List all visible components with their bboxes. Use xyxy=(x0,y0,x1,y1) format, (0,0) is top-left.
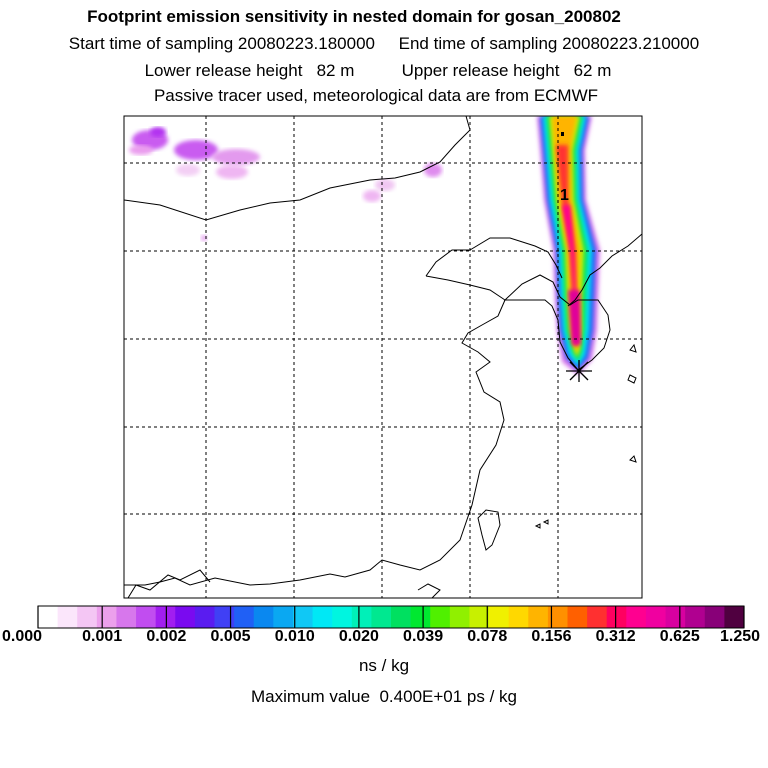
sampling-time-line: Start time of sampling 20080223.180000 E… xyxy=(68,34,700,53)
colorbar-swatch xyxy=(626,606,647,628)
colorbar-swatch xyxy=(606,606,627,628)
colorbar-tick-label: 1.250 xyxy=(719,628,761,645)
colorbar-tick-label: 0.312 xyxy=(595,628,636,645)
colorbar-swatch xyxy=(292,606,314,628)
colorbar-swatch xyxy=(332,606,353,628)
colorbar-swatch xyxy=(508,606,529,628)
map-frame xyxy=(123,115,643,599)
colorbar-swatch xyxy=(57,606,78,628)
plume-marker-label: 1 xyxy=(560,187,569,204)
graticule xyxy=(124,116,642,598)
colorbar-tick-label: 0.005 xyxy=(210,628,251,645)
release-height-line: Lower release height 82 m Upper release … xyxy=(144,61,612,80)
colorbar-swatch xyxy=(214,606,235,628)
colorbar-tick-label: 0.039 xyxy=(403,628,444,645)
colorbar-swatch xyxy=(194,606,215,628)
colorbar-swatch xyxy=(547,606,568,628)
sensitivity-patches xyxy=(129,127,442,241)
colorbar-swatch xyxy=(528,606,549,628)
colorbar-units: ns / kg xyxy=(358,656,410,675)
colorbar-swatch xyxy=(469,606,490,628)
colorbar-tick-label: 0.002 xyxy=(146,628,187,645)
colorbar-swatch xyxy=(136,606,157,628)
colorbar-swatch xyxy=(665,606,686,628)
colorbar-tick-label: 0.010 xyxy=(274,628,315,645)
colorbar-tick-label: 0.156 xyxy=(531,628,572,645)
colorbar-swatch xyxy=(38,606,59,628)
colorbar-swatch xyxy=(273,606,294,628)
colorbar-swatch xyxy=(410,606,431,628)
colorbar-swatch xyxy=(489,606,510,628)
colorbar-swatch xyxy=(77,606,98,628)
colorbar-tick-label: 0.001 xyxy=(82,628,123,645)
colorbar-swatch xyxy=(704,606,725,628)
tracer-info-line: Passive tracer used, meteorological data… xyxy=(153,86,599,105)
colorbar-swatch xyxy=(685,606,706,628)
colorbar-swatch xyxy=(96,606,117,628)
colorbar-swatch xyxy=(155,606,176,628)
map-plot-area: 1 xyxy=(124,116,642,598)
colorbar-border xyxy=(37,605,745,629)
colorbar-swatch xyxy=(430,606,451,628)
colorbar xyxy=(37,605,745,629)
plume-tick-marker xyxy=(561,132,564,136)
emission-plume xyxy=(537,116,600,375)
colorbar-swatch xyxy=(175,606,196,628)
colorbar-swatch xyxy=(234,606,255,628)
colorbar-swatch xyxy=(253,606,274,628)
colorbar-tick-label: 0.625 xyxy=(659,628,700,645)
colorbar-tick-label: 0.020 xyxy=(338,628,379,645)
colorbar-swatch xyxy=(567,606,588,628)
colorbar-swatch xyxy=(391,606,412,628)
maximum-value-text: Maximum value 0.400E+01 ps / kg xyxy=(251,687,517,706)
colorbar-swatch xyxy=(724,606,745,628)
receptor-asterisk-icon xyxy=(566,360,592,382)
colorbar-swatch xyxy=(351,606,372,628)
colorbar-tick-label: 0.000 xyxy=(1,628,43,645)
colorbar-swatch xyxy=(587,606,608,628)
colorbar-swatch xyxy=(645,606,667,628)
colorbar-swatch xyxy=(449,606,470,628)
colorbar-swatch xyxy=(312,606,333,628)
colorbar-tick-label: 0.078 xyxy=(467,628,508,645)
map-title: Footprint emission sensitivity in nested… xyxy=(87,7,621,26)
colorbar-swatch xyxy=(371,606,392,628)
colorbar-swatch xyxy=(116,606,137,628)
